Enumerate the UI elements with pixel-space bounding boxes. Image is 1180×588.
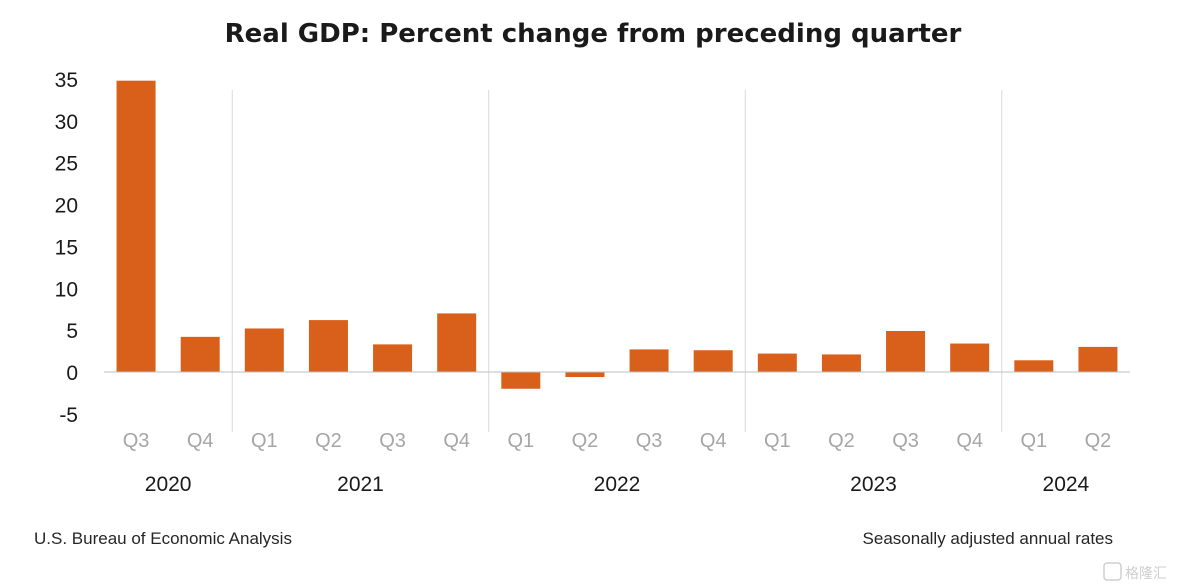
bar <box>1078 346 1118 372</box>
year-separators <box>231 90 1003 432</box>
quarter-label: Q1 <box>764 430 791 452</box>
year-label: 2022 <box>594 473 641 496</box>
bar <box>180 336 220 372</box>
quarter-label: Q4 <box>956 430 983 452</box>
quarter-label: Q3 <box>636 430 663 452</box>
watermark: 格隆汇 <box>1103 562 1167 581</box>
y-tick-label: 30 <box>55 111 78 134</box>
chart-title: Real GDP: Percent change from preceding … <box>225 19 962 49</box>
bar <box>693 350 733 372</box>
year-label: 2024 <box>1043 473 1090 496</box>
bar <box>437 313 477 372</box>
quarter-label: Q3 <box>123 430 150 452</box>
bar <box>565 372 605 378</box>
quarter-label: Q2 <box>315 430 342 452</box>
bar <box>501 372 541 389</box>
y-axis: 35 30 25 20 15 10 5 0 -5 <box>55 69 78 427</box>
bar <box>950 343 990 372</box>
seasonal-note: Seasonally adjusted annual rates <box>863 529 1113 548</box>
quarter-label: Q1 <box>507 430 534 452</box>
quarter-label: Q2 <box>572 430 599 452</box>
y-tick-label: 35 <box>55 69 78 92</box>
bars <box>116 80 1118 389</box>
quarter-label: Q3 <box>379 430 406 452</box>
watermark-text: 格隆汇 <box>1125 565 1167 581</box>
y-tick-label: 25 <box>55 153 78 176</box>
y-tick-label: 5 <box>66 320 78 343</box>
bar <box>629 349 669 372</box>
quarter-label: Q4 <box>187 430 214 452</box>
watermark-logo-icon <box>1103 562 1122 581</box>
quarter-labels: Q3 Q4 Q1 Q2 Q3 Q4 Q1 Q2 Q3 Q4 Q1 Q2 Q3 Q4 Q1 Q2 <box>123 430 1112 452</box>
quarter-label: Q3 <box>892 430 919 452</box>
bar <box>757 353 797 372</box>
quarter-label: Q4 <box>700 430 727 452</box>
bar <box>886 330 926 372</box>
bar <box>116 80 156 372</box>
year-label: 2020 <box>145 473 192 496</box>
quarter-label: Q4 <box>443 430 470 452</box>
quarter-label: Q2 <box>1085 430 1112 452</box>
year-labels: 2020 2021 2022 2023 2024 <box>145 473 1090 496</box>
bar <box>821 354 861 372</box>
bar <box>244 328 284 372</box>
bar <box>308 320 348 372</box>
y-tick-label: 20 <box>55 195 78 218</box>
bar <box>373 344 413 372</box>
y-tick-label: -5 <box>59 404 78 427</box>
quarter-label: Q1 <box>251 430 278 452</box>
year-label: 2021 <box>337 473 384 496</box>
bar <box>1014 360 1054 372</box>
source-note: U.S. Bureau of Economic Analysis <box>34 529 292 548</box>
y-tick-label: 0 <box>66 362 78 385</box>
year-label: 2023 <box>850 473 897 496</box>
y-tick-label: 15 <box>55 236 78 259</box>
y-tick-label: 10 <box>55 278 78 301</box>
quarter-label: Q2 <box>828 430 855 452</box>
quarter-label: Q1 <box>1020 430 1047 452</box>
